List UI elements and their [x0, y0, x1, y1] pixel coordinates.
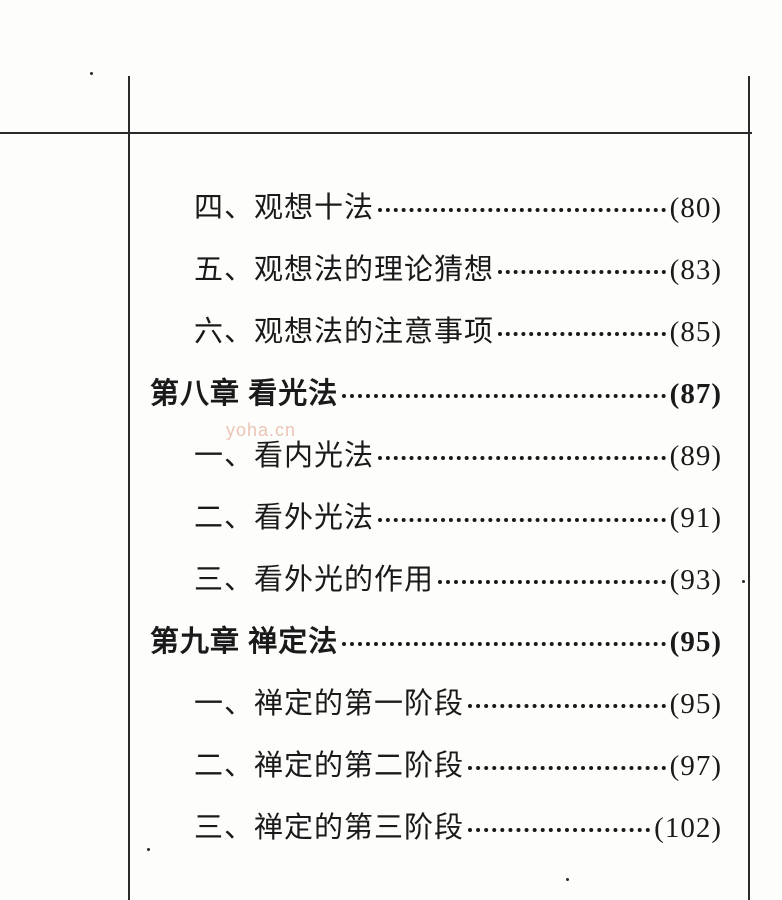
- toc-entry: 二、禅定的第二阶段 (97): [150, 746, 722, 781]
- toc-leader: [342, 374, 665, 403]
- toc-entry: 一、禅定的第一阶段 (95): [150, 684, 722, 719]
- toc-chapter-label: 第九章 禅定法: [150, 628, 338, 657]
- vertical-rule-left: [128, 76, 130, 900]
- scanned-page: 四、观想十法 (80) 五、观想法的理论猜想 (83) 六、观想法的注意事项 (…: [0, 0, 782, 900]
- toc-entry: 六、观想法的注意事项 (85): [150, 312, 722, 347]
- toc-entry-label: 一、看内光法: [194, 442, 374, 471]
- toc-entry: 二、看外光法 (91): [150, 498, 722, 533]
- toc-entry-page: (80): [670, 194, 722, 223]
- toc-entry: 五、观想法的理论猜想 (83): [150, 250, 722, 285]
- toc-leader: [378, 498, 666, 527]
- toc-entry-page: (93): [670, 566, 722, 595]
- toc-entry-label: 二、禅定的第二阶段: [194, 752, 464, 781]
- toc-entry-label: 三、看外光的作用: [194, 566, 434, 595]
- toc-leader: [438, 560, 666, 589]
- toc-chapter-page: (87): [670, 380, 722, 409]
- scan-speck: [90, 72, 93, 75]
- toc-entry-page: (89): [670, 442, 722, 471]
- toc-entry-label: 二、看外光法: [194, 504, 374, 533]
- toc-entry-label: 一、禅定的第一阶段: [194, 690, 464, 719]
- toc-entry: 四、观想十法 (80): [150, 188, 722, 223]
- toc-entry-page: (85): [670, 318, 722, 347]
- toc-entry-label: 五、观想法的理论猜想: [194, 256, 494, 285]
- toc-chapter: 第九章 禅定法 (95): [150, 622, 722, 657]
- toc-entry: 三、禅定的第三阶段 (102): [150, 808, 722, 843]
- toc-leader: [342, 622, 665, 651]
- toc-chapter: 第八章 看光法 (87): [150, 374, 722, 409]
- toc-entry-label: 四、观想十法: [194, 194, 374, 223]
- toc-leader: [468, 746, 666, 775]
- vertical-rule-right: [748, 76, 750, 900]
- toc-chapter-page: (95): [670, 628, 722, 657]
- scan-speck: [742, 580, 745, 583]
- toc-entry: 三、看外光的作用 (93): [150, 560, 722, 595]
- toc-leader: [468, 684, 666, 713]
- toc-entry-label: 三、禅定的第三阶段: [194, 814, 464, 843]
- toc-entry-page: (102): [654, 814, 722, 843]
- toc-leader: [378, 436, 666, 465]
- toc-entry-page: (97): [670, 752, 722, 781]
- toc-entry-page: (95): [670, 690, 722, 719]
- toc-entry-page: (91): [670, 504, 722, 533]
- scan-speck: [566, 878, 569, 881]
- toc-leader: [498, 250, 666, 279]
- toc-entry-label: 六、观想法的注意事项: [194, 318, 494, 347]
- toc-leader: [498, 312, 666, 341]
- toc-entry: 一、看内光法 (89): [150, 436, 722, 471]
- toc-chapter-label: 第八章 看光法: [150, 380, 338, 409]
- horizontal-rule: [0, 132, 752, 134]
- toc-entry-page: (83): [670, 256, 722, 285]
- table-of-contents: 四、观想十法 (80) 五、观想法的理论猜想 (83) 六、观想法的注意事项 (…: [150, 188, 722, 870]
- toc-leader: [378, 188, 666, 217]
- toc-leader: [468, 808, 650, 837]
- scan-speck: [147, 848, 150, 851]
